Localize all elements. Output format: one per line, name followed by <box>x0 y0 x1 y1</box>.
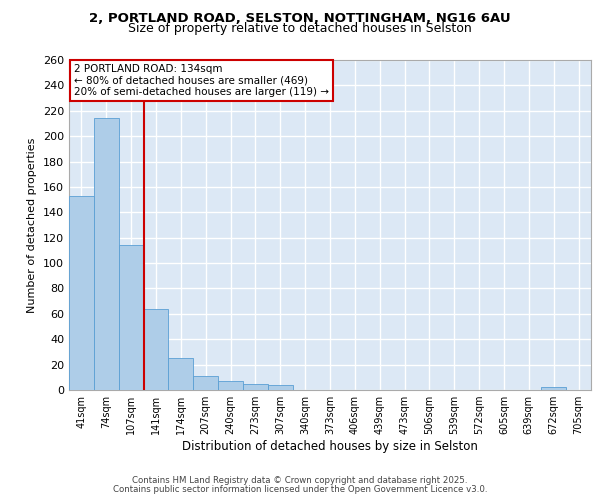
Text: Contains HM Land Registry data © Crown copyright and database right 2025.: Contains HM Land Registry data © Crown c… <box>132 476 468 485</box>
Bar <box>69 196 94 390</box>
Text: 2 PORTLAND ROAD: 134sqm
← 80% of detached houses are smaller (469)
20% of semi-d: 2 PORTLAND ROAD: 134sqm ← 80% of detache… <box>74 64 329 97</box>
Bar <box>94 118 119 390</box>
Bar <box>541 388 566 390</box>
Bar <box>243 384 268 390</box>
Text: Size of property relative to detached houses in Selston: Size of property relative to detached ho… <box>128 22 472 35</box>
Y-axis label: Number of detached properties: Number of detached properties <box>28 138 37 312</box>
Bar <box>268 385 293 390</box>
Bar <box>143 309 169 390</box>
Text: Contains public sector information licensed under the Open Government Licence v3: Contains public sector information licen… <box>113 485 487 494</box>
Bar <box>218 381 243 390</box>
Bar <box>193 376 218 390</box>
Bar <box>119 246 143 390</box>
Bar <box>169 358 193 390</box>
X-axis label: Distribution of detached houses by size in Selston: Distribution of detached houses by size … <box>182 440 478 453</box>
Text: 2, PORTLAND ROAD, SELSTON, NOTTINGHAM, NG16 6AU: 2, PORTLAND ROAD, SELSTON, NOTTINGHAM, N… <box>89 12 511 26</box>
